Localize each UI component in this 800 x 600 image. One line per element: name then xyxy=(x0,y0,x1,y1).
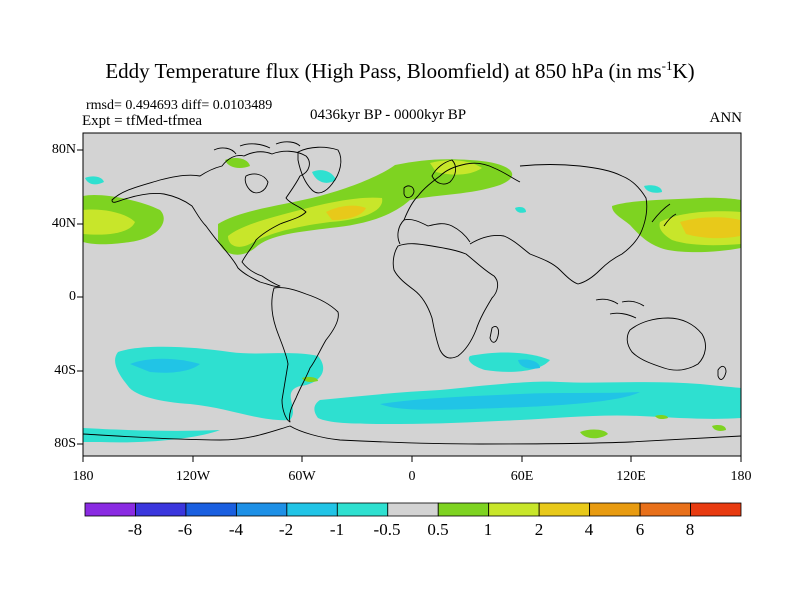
coastline-australia xyxy=(626,317,706,371)
experiment-label: Expt = tfMed-tfmea xyxy=(82,113,203,129)
colorbar-swatch xyxy=(488,502,540,517)
x-tick-label: 120W xyxy=(175,469,211,484)
colorbar-label: -0.5 xyxy=(373,520,401,539)
coastline-asia xyxy=(469,164,648,285)
colorbar-label: 1 xyxy=(483,520,493,539)
x-tick-label: 180 xyxy=(730,469,752,484)
coastline-new-zealand xyxy=(717,365,727,380)
coastline-hudson-bay xyxy=(244,173,269,194)
title-end: K) xyxy=(672,59,695,83)
y-tick-label: 80S xyxy=(54,436,76,451)
x-tick-label: 120E xyxy=(616,469,646,484)
colorbar-label: -4 xyxy=(228,520,244,539)
anomaly-region-negative xyxy=(85,176,104,185)
anomaly-region-positive-peak xyxy=(680,217,740,239)
x-tick-label: 0 xyxy=(408,469,416,484)
coastline-madagascar xyxy=(489,325,499,343)
coastline-antarctica xyxy=(83,425,741,445)
colorbar-label: -8 xyxy=(127,520,143,539)
colorbar xyxy=(84,502,742,517)
y-tick-label: 80N xyxy=(51,142,76,157)
coastline-arctic-islands xyxy=(213,141,301,155)
anomaly-region-positive-strong xyxy=(83,209,135,235)
anomaly-region-negative xyxy=(130,358,200,373)
anomaly-region-negative xyxy=(380,392,640,410)
anomaly-region-negative xyxy=(644,185,662,193)
colorbar-swatch xyxy=(185,502,237,517)
colorbar-swatch xyxy=(589,502,641,517)
anomaly-region-positive-peak xyxy=(326,205,366,220)
x-tick-label: 60W xyxy=(288,469,316,484)
colorbar-label: 6 xyxy=(635,520,645,539)
y-tick-label: 40S xyxy=(54,363,76,378)
x-tick-label: 60E xyxy=(510,469,534,484)
axis-ticks xyxy=(77,149,742,462)
coastline-britain xyxy=(403,185,415,199)
period-label: 0436kyr BP - 0000kyr BP xyxy=(310,107,467,123)
colorbar-swatch xyxy=(235,502,288,517)
x-tick-label: 180 xyxy=(72,469,94,484)
colorbar-swatch xyxy=(336,502,389,517)
stats-label: rmsd= 0.494693 diff= 0.0103489 xyxy=(86,98,273,113)
colorbar-label: -2 xyxy=(278,520,294,539)
coastlines xyxy=(83,141,741,445)
colorbar-swatch xyxy=(387,502,439,517)
coastline-south-america xyxy=(271,287,339,423)
title-text: Eddy Temperature flux (High Pass, Bloomf… xyxy=(105,59,662,83)
anomaly-region-positive xyxy=(302,377,318,382)
anomaly-region-positive xyxy=(712,425,726,431)
colorbar-label: 4 xyxy=(584,520,594,539)
coastline-japan xyxy=(651,203,677,227)
colorbar-swatch xyxy=(84,502,136,517)
anomaly-region-negative xyxy=(515,207,526,213)
y-tick-label: 40N xyxy=(51,216,76,231)
coastline-europe xyxy=(397,162,521,245)
colorbar-swatch xyxy=(639,502,691,517)
anomaly-region-negative xyxy=(518,359,540,369)
colorbar-label: 2 xyxy=(534,520,544,539)
coastline-greenland xyxy=(297,146,342,194)
colorbar-label: -1 xyxy=(329,520,345,539)
y-tick-label: 0 xyxy=(69,289,76,304)
anomaly-region-negative xyxy=(312,170,336,183)
coastline-africa xyxy=(392,243,499,359)
colorbar-label: 8 xyxy=(685,520,695,539)
anomaly-region-positive xyxy=(225,158,250,168)
colorbar-label: -6 xyxy=(177,520,193,539)
colorbar-swatch xyxy=(437,502,490,517)
coastline-north-america xyxy=(111,150,310,287)
coastline-scandinavia xyxy=(431,159,457,185)
anomaly-region-negative xyxy=(83,428,220,443)
anomaly-region-positive xyxy=(580,429,608,439)
coastline-indonesia xyxy=(595,298,645,319)
anomaly-region-positive xyxy=(655,414,668,420)
colorbar-swatch xyxy=(286,502,338,517)
title-superscript: -1 xyxy=(661,58,673,73)
colorbar-swatch xyxy=(135,502,187,517)
colorbar-label: 0.5 xyxy=(427,520,449,539)
season-label: ANN xyxy=(709,110,743,126)
colorbar-swatch xyxy=(538,502,591,517)
map-title: Eddy Temperature flux (High Pass, Bloomf… xyxy=(0,58,800,84)
colorbar-swatch xyxy=(690,502,742,517)
